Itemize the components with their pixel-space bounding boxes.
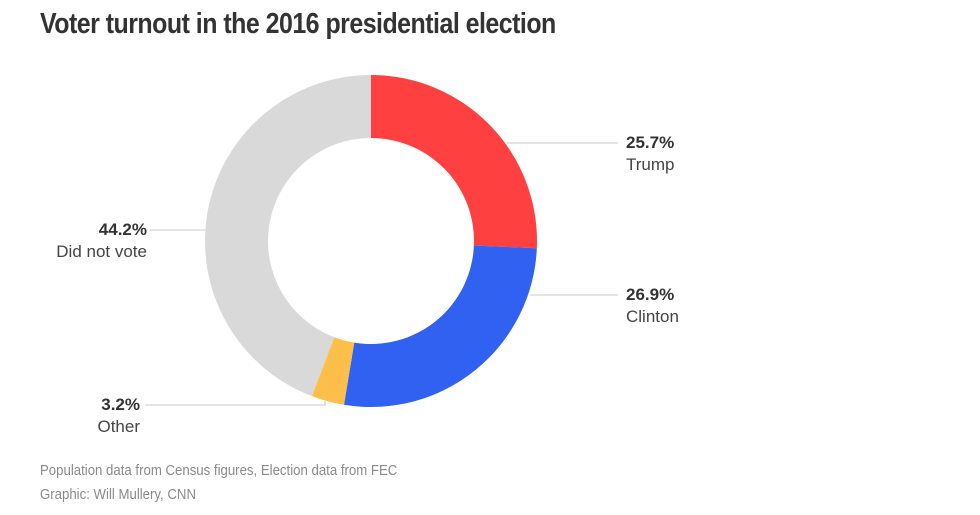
chart-title: Voter turnout in the 2016 presidential e… bbox=[40, 8, 556, 40]
slice-trump bbox=[371, 75, 538, 249]
data-label-trump-value: 25.7% bbox=[626, 133, 674, 152]
slice-other bbox=[311, 337, 355, 405]
data-label-did-not-vote-value: 44.2% bbox=[99, 220, 147, 239]
leader-line-other bbox=[145, 401, 326, 406]
label-did-not-vote: 44.2% Did not vote bbox=[56, 220, 147, 261]
slice-did-not-vote bbox=[205, 75, 371, 397]
data-label-other-name: Other bbox=[97, 417, 140, 436]
data-label-did-not-vote-name: Did not vote bbox=[56, 242, 147, 261]
data-label-clinton-value: 26.9% bbox=[626, 285, 674, 304]
credit-note: Graphic: Will Mullery, CNN bbox=[40, 486, 196, 503]
data-label-clinton-name: Clinton bbox=[626, 307, 679, 326]
label-trump: 25.7% Trump bbox=[626, 133, 675, 174]
data-label-trump-name: Trump bbox=[626, 155, 675, 174]
label-clinton: 26.9% Clinton bbox=[626, 285, 679, 326]
donut-slices bbox=[205, 75, 538, 407]
data-label-other-value: 3.2% bbox=[101, 395, 140, 414]
source-note: Population data from Census figures, Ele… bbox=[40, 462, 398, 479]
leader-lines bbox=[145, 142, 618, 406]
label-other: 3.2% Other bbox=[97, 395, 140, 436]
slice-clinton bbox=[344, 245, 537, 407]
